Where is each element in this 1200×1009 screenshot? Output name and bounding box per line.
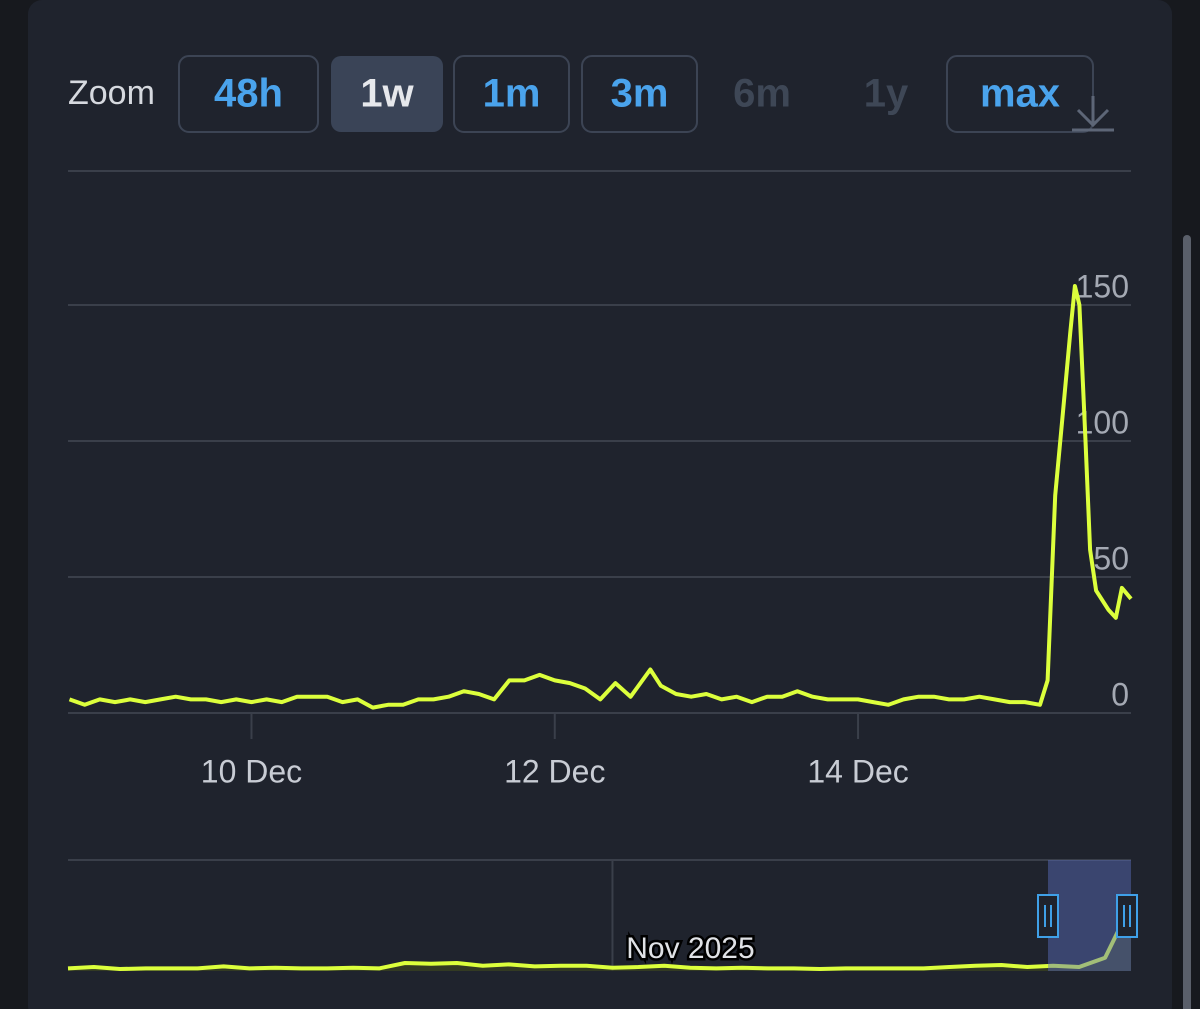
x-tick-label: 12 Dec (504, 753, 605, 789)
zoom-button[interactable]: max (946, 55, 1094, 133)
y-tick-label: 0 (1111, 676, 1129, 712)
button-frame (581, 55, 698, 133)
button-frame (178, 55, 319, 133)
navigator-handle[interactable] (1037, 894, 1059, 938)
navigator-handle[interactable] (1116, 894, 1138, 938)
x-tick-label: 14 Dec (807, 753, 908, 789)
y-tick-label: 50 (1093, 540, 1129, 576)
button-label: 48h (214, 72, 283, 116)
zoom-button[interactable]: 1w (331, 56, 443, 132)
y-tick-label: 150 (1076, 268, 1129, 304)
zoom-button[interactable]: 1m (453, 55, 570, 133)
navigator-line (67, 903, 1133, 971)
zoom-button: 1y (864, 72, 909, 116)
button-label: 1y (864, 72, 909, 116)
button-label: 1w (360, 72, 414, 116)
zoom-label: Zoom (68, 74, 155, 112)
download-icon[interactable] (1072, 96, 1114, 132)
zoom-button: 6m (733, 72, 791, 116)
button-frame (453, 55, 570, 133)
button-label: 1m (483, 72, 541, 116)
scrollbar[interactable] (1183, 235, 1191, 1009)
zoom-button[interactable]: 3m (581, 55, 698, 133)
x-tick-label: Nov 2025 (626, 932, 754, 965)
button-label: 3m (611, 72, 669, 116)
data-line (68, 284, 1133, 710)
x-tick-label: 10 Dec (201, 753, 302, 789)
button-label: 6m (733, 72, 791, 116)
panel (28, 0, 1172, 1009)
button-frame (331, 56, 443, 132)
zoom-button[interactable]: 48h (178, 55, 319, 133)
button-frame (946, 55, 1094, 133)
button-label: max (980, 72, 1060, 116)
